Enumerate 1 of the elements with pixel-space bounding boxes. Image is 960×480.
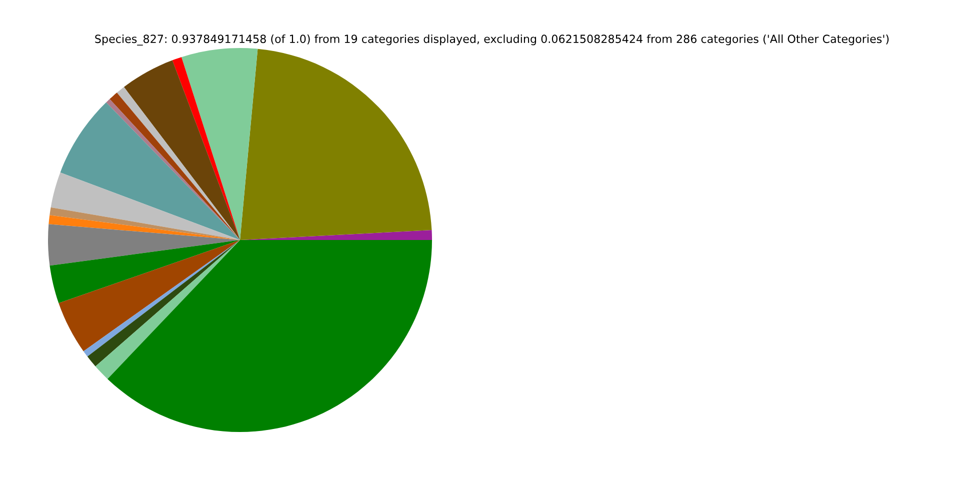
- text: Species_827: 0.937849171458 (of 1.0) from 19 categories displayed, excluding 0.0621508285424 from 286 categories ('All Other Categories'): [95, 34, 889, 46]
